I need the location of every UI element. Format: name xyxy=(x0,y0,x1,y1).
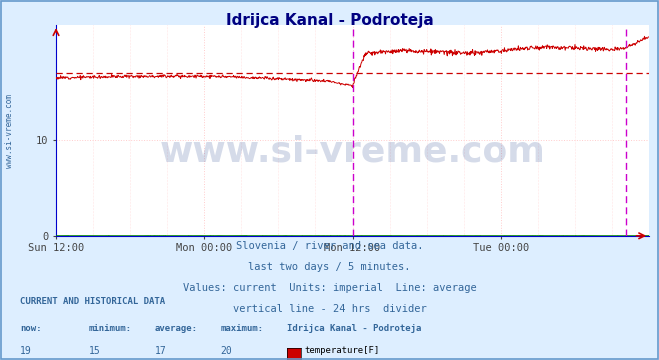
Text: average:: average: xyxy=(155,324,198,333)
Text: vertical line - 24 hrs  divider: vertical line - 24 hrs divider xyxy=(233,304,426,314)
Text: now:: now: xyxy=(20,324,42,333)
Text: 15: 15 xyxy=(89,346,101,356)
Text: temperature[F]: temperature[F] xyxy=(304,346,380,355)
Text: Values: current  Units: imperial  Line: average: Values: current Units: imperial Line: av… xyxy=(183,283,476,293)
Text: minimum:: minimum: xyxy=(89,324,132,333)
Text: maximum:: maximum: xyxy=(221,324,264,333)
Text: CURRENT AND HISTORICAL DATA: CURRENT AND HISTORICAL DATA xyxy=(20,297,165,306)
Text: Idrijca Kanal - Podroteja: Idrijca Kanal - Podroteja xyxy=(225,13,434,28)
Text: Idrijca Kanal - Podroteja: Idrijca Kanal - Podroteja xyxy=(287,324,421,333)
Text: 20: 20 xyxy=(221,346,233,356)
Text: Slovenia / river and sea data.: Slovenia / river and sea data. xyxy=(236,241,423,251)
Text: last two days / 5 minutes.: last two days / 5 minutes. xyxy=(248,262,411,272)
Text: 19: 19 xyxy=(20,346,32,356)
Text: www.si-vreme.com: www.si-vreme.com xyxy=(5,94,14,167)
Text: 17: 17 xyxy=(155,346,167,356)
Text: www.si-vreme.com: www.si-vreme.com xyxy=(159,135,546,168)
